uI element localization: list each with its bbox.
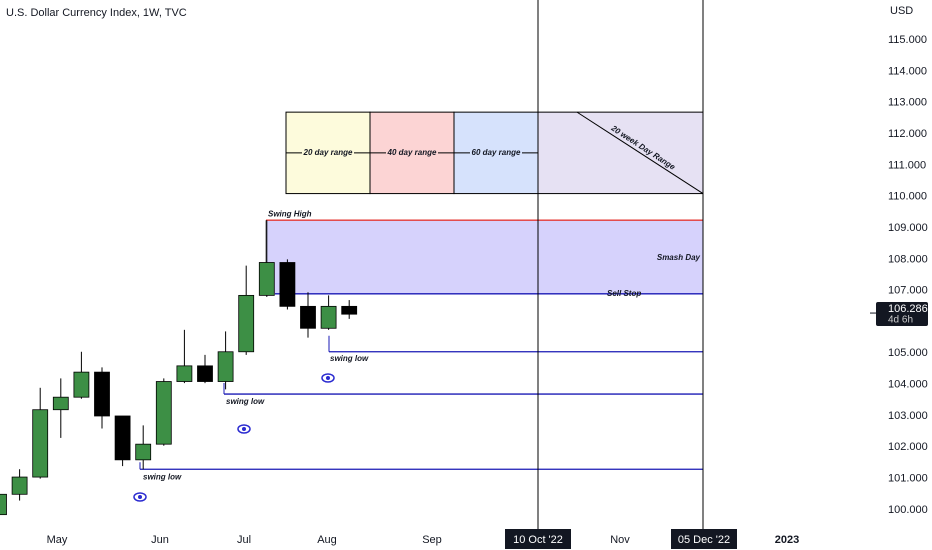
candle-body [155,381,172,445]
candle-body [320,305,337,329]
last-price-label: 106.286 [888,303,928,315]
candle-body [114,415,131,461]
y-tick-label: 111.000 [888,159,926,171]
countdown-label: 4d 6h [888,315,913,326]
candle-body [341,305,358,315]
x-tick-label: Aug [317,534,337,546]
candle-body [258,262,275,296]
y-tick-label: 107.000 [888,285,928,297]
eye-pupil [326,376,330,380]
level-label: swing low [226,397,265,406]
smash-day-label: Smash Day [657,253,701,262]
candle-body [11,476,28,495]
y-tick-label: 110.000 [888,191,927,203]
level-label: swing low [143,472,182,481]
range-label: 20 day range [303,148,353,157]
x-tick-label: Nov [610,534,630,546]
x-label-box [505,529,571,549]
candle-body [0,493,7,516]
candle-body [279,262,296,307]
candle-body [217,351,234,382]
y-tick-label: 105.000 [888,347,928,359]
candle-body [197,365,213,382]
x-label-box [671,529,737,549]
y-tick-label: 113.000 [888,97,927,109]
y-tick-label: 104.000 [888,379,928,391]
y-tick-label: 103.000 [888,410,928,422]
range-label: 40 day range [387,148,437,157]
y-tick-label: 102.000 [888,441,928,453]
candle-body [52,396,69,411]
candle-body [94,371,110,417]
candle-body [135,443,152,461]
smash-day-box [266,220,703,294]
candle-body [32,409,49,478]
eye-icon [133,492,147,502]
eye-pupil [242,427,246,431]
y-tick-label: 115.000 [888,34,927,46]
x-tick-label: May [47,534,68,546]
eye-pupil [138,495,142,499]
level-label: swing low [330,354,369,363]
label-bg [386,146,438,159]
y-tick-label: 109.000 [888,222,928,234]
currency-label: USD [890,5,913,17]
candle-body [73,371,90,398]
x-tick-label: Sep [422,534,442,546]
x-tick-label: Jun [151,534,169,546]
eye-icon [321,373,335,383]
eye-icon [237,424,251,434]
x-tick-label: 05 Dec '22 [678,534,730,546]
range-diagonal [576,111,704,195]
x-tick-label: 2023 [775,534,799,546]
level-label: Swing High [268,209,312,218]
level-label: Sell Stop [607,289,641,298]
y-tick-label: 114.000 [888,65,927,77]
chart-title: U.S. Dollar Currency Index, 1W, TVC [6,7,187,19]
x-tick-label: Jul [237,534,251,546]
last-price-tag [876,302,928,327]
candle-body [300,305,316,329]
label-bg [302,146,354,159]
range-label: 60 day range [472,148,521,157]
range-box [537,111,704,195]
y-tick-label: 101.000 [888,473,928,485]
candle-body [238,294,255,353]
y-tick-label: 112.000 [888,128,927,140]
y-tick-label: 100.000 [888,504,928,516]
x-tick-label: 10 Oct '22 [513,534,563,546]
y-tick-label: 108.000 [888,253,928,265]
candle-body [176,365,193,382]
label-bg [470,146,522,159]
